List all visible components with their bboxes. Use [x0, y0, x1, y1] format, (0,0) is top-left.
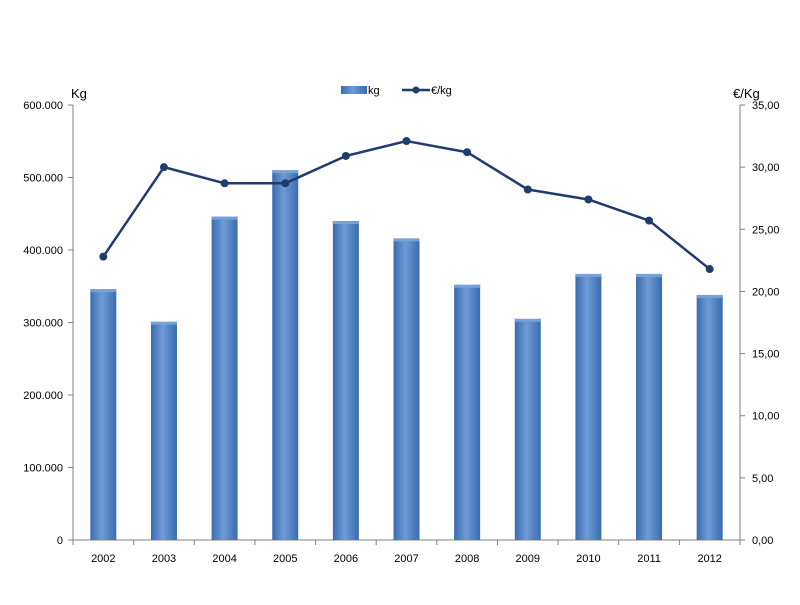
bar-series — [90, 170, 723, 540]
price-point-2004 — [220, 179, 229, 188]
price-point-2006 — [341, 151, 350, 160]
left-tick-label: 100.000 — [23, 463, 63, 475]
bar-2003 — [150, 321, 177, 540]
bar-top-highlight — [90, 289, 117, 293]
price-point-2008 — [463, 148, 472, 157]
bar — [696, 294, 723, 540]
price-point-2007 — [402, 137, 411, 146]
x-tick-label: 2007 — [394, 553, 418, 565]
bar — [393, 238, 420, 540]
bar-top-highlight — [211, 216, 238, 220]
right-tick-label: 10,00 — [752, 411, 780, 423]
left-tick-label: 500.000 — [23, 173, 63, 185]
bar — [90, 289, 117, 540]
bar-2008 — [454, 284, 481, 540]
x-tick-label: 2004 — [212, 553, 236, 565]
bar-2009 — [514, 318, 541, 540]
right-tick-label: 35,00 — [752, 100, 780, 112]
legend-bar-label: kg — [368, 85, 380, 97]
left-axis-title: Kg — [71, 86, 87, 101]
bar — [514, 318, 541, 540]
bar-top-highlight — [393, 238, 420, 242]
legend: kg €/kg — [341, 85, 452, 97]
bar — [332, 221, 359, 540]
bar — [575, 273, 602, 540]
right-tick-label: 5,00 — [752, 473, 773, 485]
line-series — [99, 137, 714, 274]
left-axis-ticks: 0 100.000 200.000 300.000 400.000 500.000 600.… — [23, 100, 73, 547]
bar-top-highlight — [272, 170, 299, 174]
right-tick-label: 15,00 — [752, 349, 780, 361]
right-tick-label: 25,00 — [752, 224, 780, 236]
right-tick-label: 30,00 — [752, 162, 780, 174]
bar-top-highlight — [636, 273, 663, 277]
x-tick-label: 2005 — [273, 553, 297, 565]
price-point-2002 — [99, 252, 108, 261]
bar-top-highlight — [575, 273, 602, 277]
right-tick-label: 0,00 — [752, 535, 773, 547]
x-tick-label: 2003 — [152, 553, 176, 565]
right-axis-ticks: 0,00 5,00 10,00 15,00 20,00 25,00 30,00 35,00 — [740, 100, 780, 547]
left-tick-label: 0 — [57, 535, 63, 547]
legend-line-label: €/kg — [431, 85, 452, 97]
price-point-2009 — [523, 185, 532, 194]
x-tick-label: 2006 — [334, 553, 358, 565]
x-axis-ticks: 2002 2003 2004 2005 2006 2007 2008 2009 2010 2011… — [72, 540, 741, 565]
price-point-2003 — [159, 163, 168, 172]
bar — [636, 273, 663, 540]
bar-top-highlight — [454, 284, 481, 288]
left-tick-label: 300.000 — [23, 318, 63, 330]
bar — [150, 321, 177, 540]
left-tick-label: 600.000 — [23, 100, 63, 112]
left-tick-label: 200.000 — [23, 390, 63, 402]
x-tick-label: 2010 — [576, 553, 600, 565]
price-point-2012 — [705, 265, 714, 274]
x-tick-label: 2012 — [697, 553, 721, 565]
bar — [211, 216, 238, 540]
price-point-2005 — [281, 179, 290, 188]
bar-2005 — [272, 170, 299, 540]
x-tick-label: 2008 — [455, 553, 479, 565]
bar — [272, 170, 299, 540]
price-point-2011 — [645, 216, 654, 225]
legend-line-marker — [412, 86, 420, 94]
price-point-2010 — [584, 195, 593, 204]
bar-2006 — [332, 221, 359, 540]
x-tick-label: 2002 — [91, 553, 115, 565]
bar-2004 — [211, 216, 238, 540]
right-axis-title: €/Kg — [733, 86, 760, 101]
bar-2002 — [90, 289, 117, 540]
x-tick-label: 2009 — [516, 553, 540, 565]
bar-top-highlight — [696, 294, 723, 298]
right-tick-label: 20,00 — [752, 286, 780, 298]
x-tick-label: 2011 — [637, 553, 661, 565]
bar-2012 — [696, 294, 723, 540]
legend-bar-swatch — [341, 86, 367, 94]
bar-2007 — [393, 238, 420, 540]
bar-top-highlight — [150, 321, 177, 325]
bar-top-highlight — [514, 318, 541, 322]
left-tick-label: 400.000 — [23, 245, 63, 257]
bar-2011 — [636, 273, 663, 540]
bar-2010 — [575, 273, 602, 540]
bar-top-highlight — [332, 221, 359, 224]
bar — [454, 284, 481, 540]
